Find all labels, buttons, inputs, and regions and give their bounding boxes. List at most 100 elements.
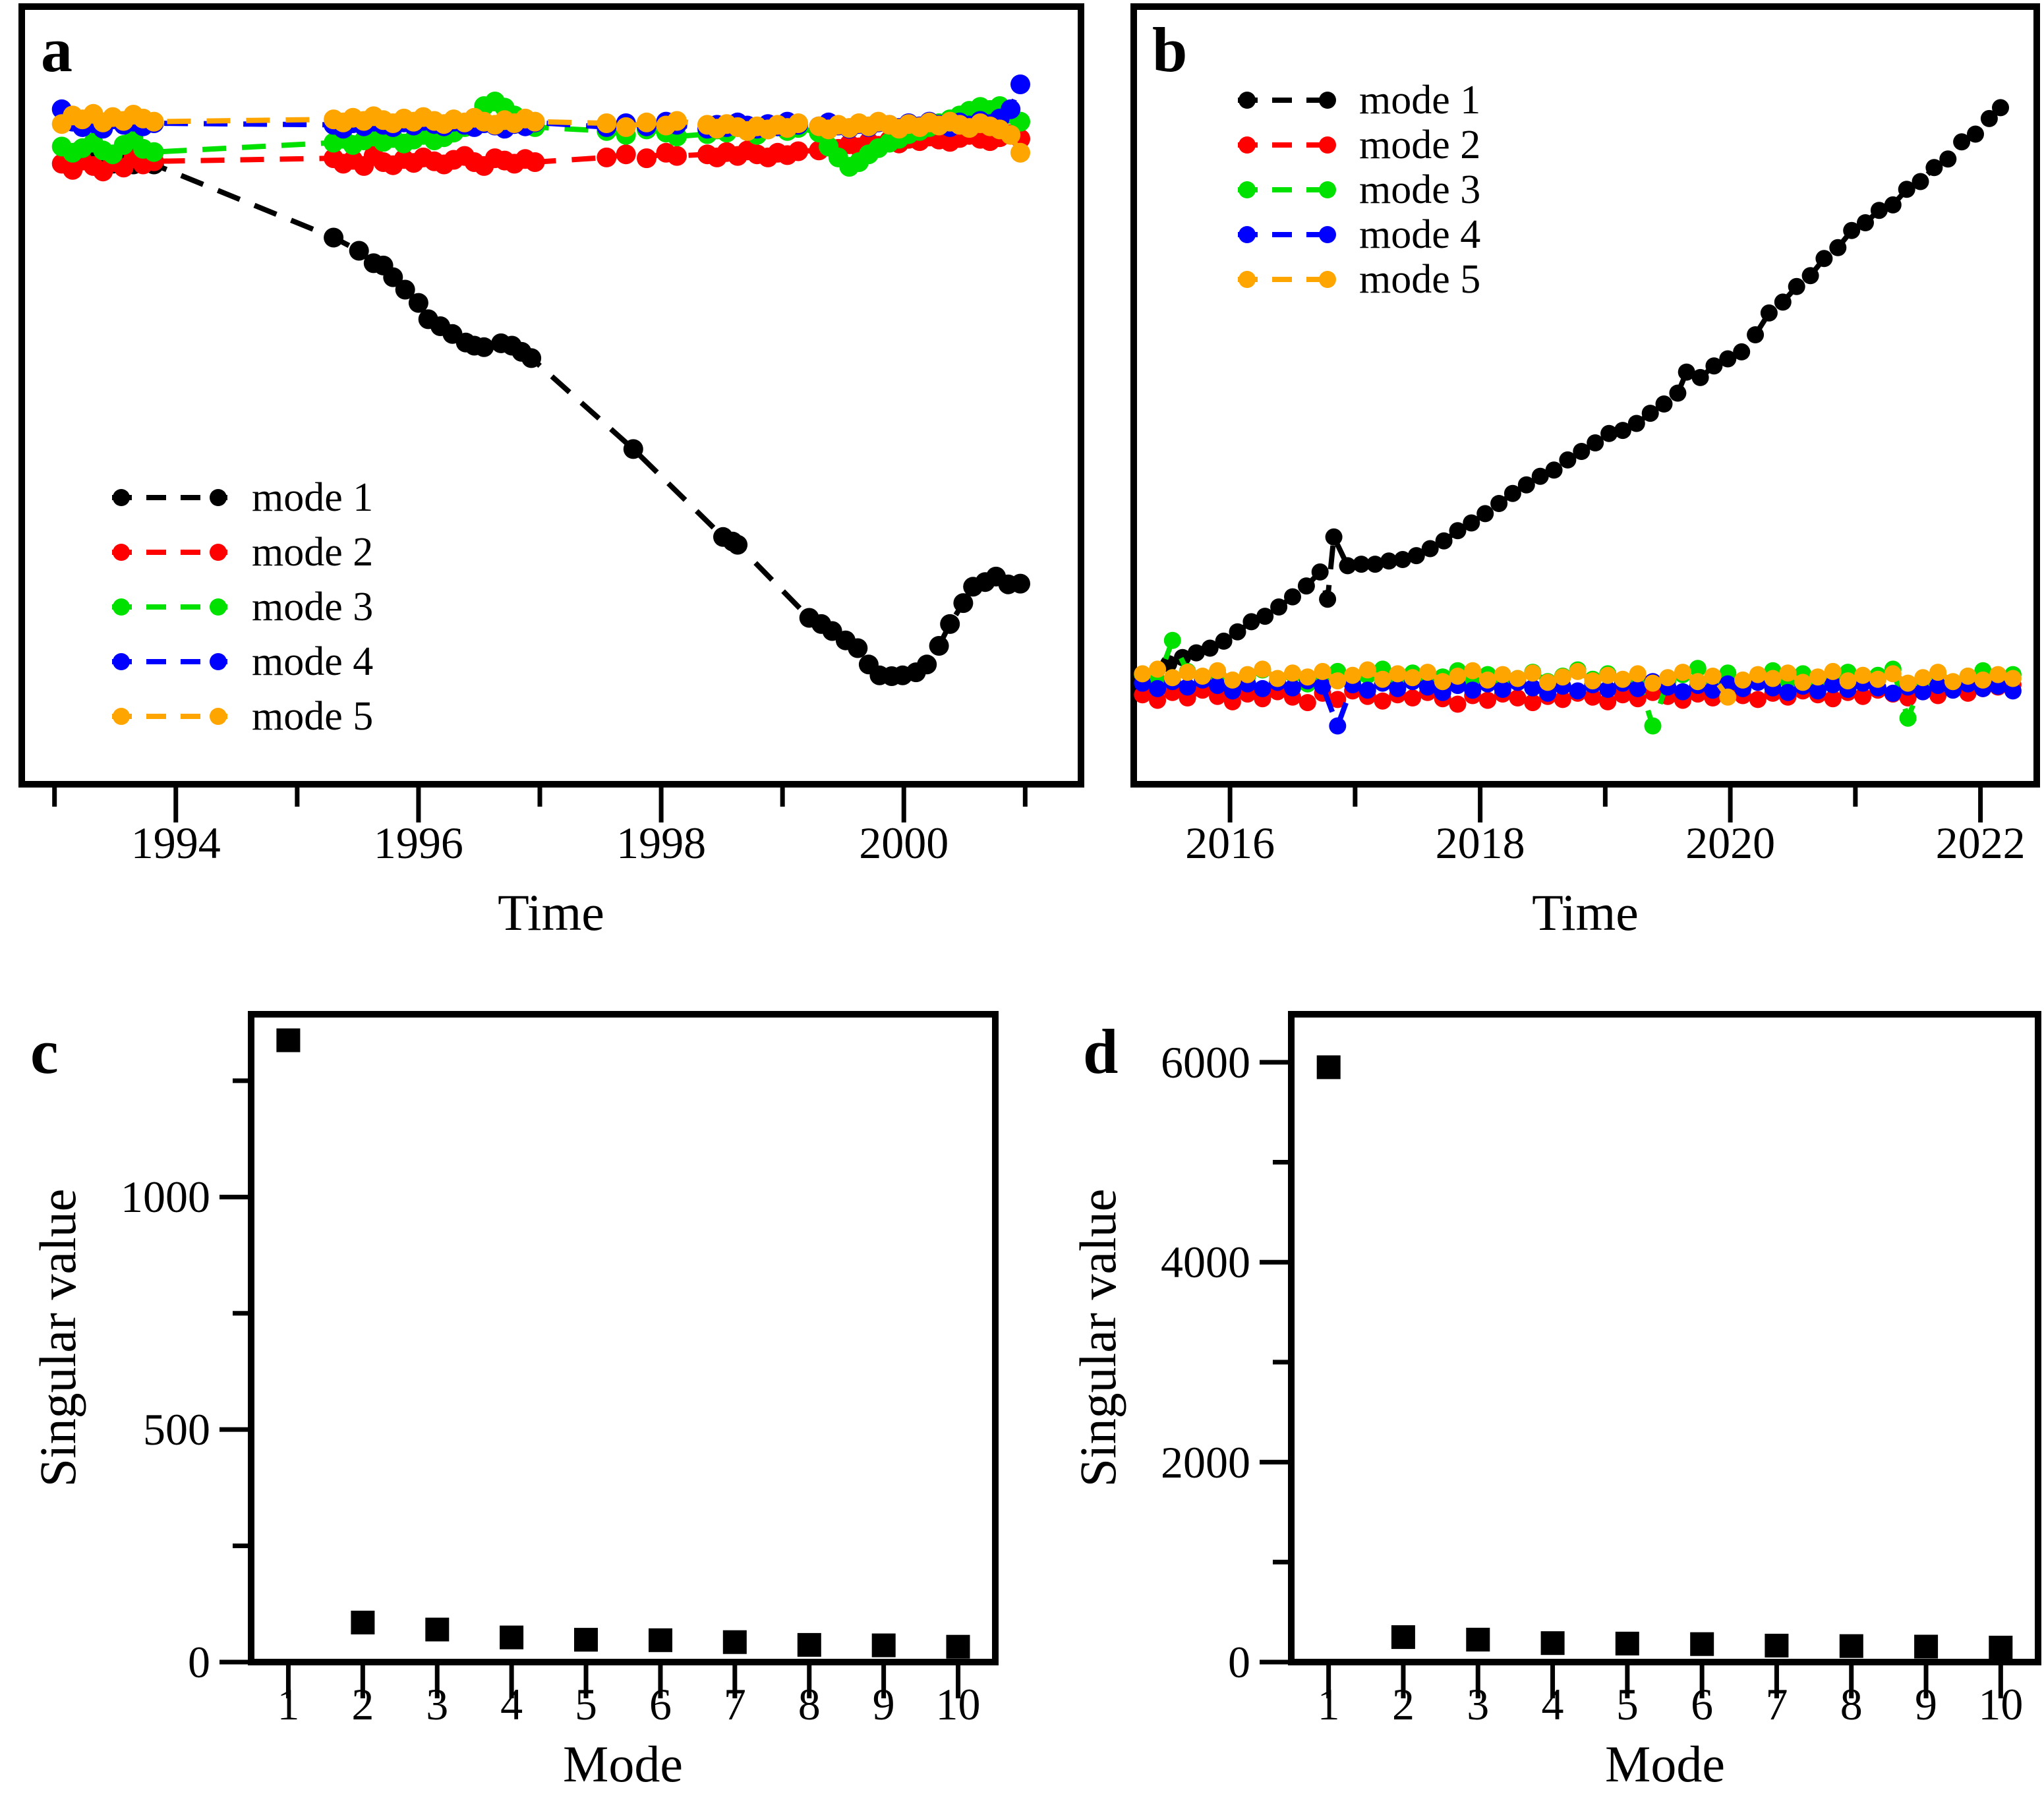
panel-a-point-mode5 (616, 117, 636, 137)
panel-b-point-mode4 (1494, 681, 1511, 698)
panel-b-point-mode3 (1644, 717, 1662, 735)
panel-c-xtick-label: 10 (935, 1679, 981, 1729)
panel-a-point-mode2 (637, 148, 657, 169)
panel-b-point-mode2 (1404, 689, 1422, 706)
panel-a-point-mode1 (521, 348, 542, 368)
panel-b-point-mode5 (1599, 666, 1617, 684)
panel-b-point-mode2 (1599, 693, 1617, 710)
panel-b-point-mode1 (1829, 239, 1847, 256)
panel-b-point-mode5 (1644, 674, 1662, 692)
panel-c-frame (248, 1011, 999, 1665)
panel-b-point-mode4 (1254, 679, 1271, 697)
panel-b-point-mode1 (1733, 343, 1751, 360)
panel-a-legend-dot (113, 708, 130, 725)
panel-a-point-mode1 (940, 614, 960, 634)
panel-b-point-mode1 (1719, 350, 1737, 368)
panel-a-point-mode1 (408, 293, 428, 313)
panel-d-xtick-label: 8 (1840, 1679, 1863, 1729)
panel-b-point-mode5 (1509, 670, 1527, 687)
panel-b-point-mode5 (1779, 664, 1797, 682)
panel-b-point-mode5 (1389, 665, 1407, 683)
panel-c-xtick-label: 2 (351, 1679, 374, 1729)
panel-b-point-mode5 (1704, 668, 1722, 685)
panel-b-point-mode1 (1353, 556, 1370, 573)
panel-b-point-mode1 (1215, 632, 1233, 650)
panel-b-point-mode5 (1929, 664, 1947, 681)
panel-b-letter: b (1152, 14, 1188, 85)
panel-b-legend-dot (1319, 226, 1336, 243)
panel-b-point-mode5 (1404, 669, 1422, 687)
panel-b-point-mode5 (1479, 671, 1496, 689)
panel-a-legend-label: mode 2 (252, 530, 374, 575)
panel-b-point-mode5 (1163, 669, 1181, 687)
panel-b-point-mode2 (1554, 691, 1571, 708)
panel-b-point-mode1 (1600, 424, 1618, 442)
panel-d-ytick-label: 2000 (1161, 1437, 1250, 1487)
panel-d-square-mode10 (1989, 1636, 2013, 1659)
panel-a-point-mode1 (728, 534, 748, 555)
panel-b-point-mode2 (1749, 691, 1767, 708)
panel-a-point-mode5 (667, 111, 687, 131)
panel-b-point-mode1 (1284, 588, 1301, 606)
panel-a-legend-dot (113, 598, 130, 616)
panel-d-xaxis-label: Mode (1605, 1735, 1725, 1793)
panel-a-point-mode1 (383, 267, 403, 287)
panel-b-point-mode1 (1449, 522, 1467, 540)
panel-b-point-mode4 (1824, 676, 1842, 693)
panel-b-point-mode1 (1201, 639, 1219, 657)
panel-d-square-mode7 (1765, 1634, 1789, 1657)
panel-b-point-mode2 (1509, 689, 1527, 706)
panel-b-point-mode1 (1573, 443, 1591, 460)
panel-b-point-mode1 (1884, 196, 1902, 214)
panel-b-point-mode1 (1229, 623, 1246, 641)
panel-d-xtick-label: 10 (1978, 1679, 2024, 1729)
panel-a-legend-dot (113, 489, 130, 506)
panel-b-legend-dot (1239, 92, 1256, 109)
panel-b-point-mode5 (1569, 662, 1587, 680)
panel-c-square-mode1 (276, 1028, 301, 1052)
panel-b-point-mode1 (1627, 415, 1645, 432)
panel-b-xaxis-label: Time (1532, 884, 1639, 941)
panel-b-point-mode1 (1319, 590, 1337, 608)
panel-d-xtick-label: 4 (1541, 1679, 1564, 1729)
panel-b-point-mode5 (1209, 662, 1227, 679)
panel-b-point-mode2 (1449, 695, 1467, 713)
panel-c-xtick-label: 4 (500, 1679, 523, 1729)
panel-b-point-mode3 (1899, 709, 1917, 727)
panel-b-point-mode1 (1435, 532, 1453, 550)
panel-d-square-mode3 (1466, 1627, 1490, 1652)
panel-a-legend-dot (210, 708, 227, 725)
panel-b-point-mode1 (1992, 99, 2009, 117)
panel-a-series-line-mode1 (78, 148, 1021, 679)
panel-a-point-mode2 (667, 146, 687, 166)
panel-a-point-mode5 (1010, 142, 1030, 163)
panel-b-point-mode5 (1464, 662, 1482, 679)
panel-a-point-mode1 (1010, 573, 1030, 594)
panel-b-point-mode4 (1149, 679, 1167, 697)
panel-b-point-mode1 (1655, 395, 1673, 413)
panel-b-point-mode5 (1374, 670, 1391, 688)
panel-c-square-mode3 (425, 1617, 450, 1642)
panel-b-point-mode1 (1678, 363, 1695, 381)
panel-a-legend-label: mode 3 (252, 585, 374, 629)
panel-b-point-mode2 (1329, 691, 1347, 708)
panel-d-ytick-label: 6000 (1161, 1037, 1250, 1087)
panel-b-point-mode4 (1674, 683, 1691, 701)
panel-a-point-mode5 (1001, 125, 1021, 145)
panel-b-point-mode5 (1944, 673, 1962, 691)
panel-b-legend-dot (1239, 136, 1256, 154)
panel-a-legend-dot (210, 598, 227, 616)
panel-b-point-mode1 (1843, 221, 1861, 239)
panel-b-point-mode5 (1719, 688, 1737, 706)
panel-b-point-mode1 (1517, 476, 1535, 494)
panel-a-point-mode4 (1010, 74, 1030, 94)
panel-b-point-mode5 (1254, 660, 1271, 678)
panel-b-point-mode4 (1524, 679, 1542, 697)
panel-b-point-mode2 (1854, 687, 1872, 705)
panel-c-square-mode4 (500, 1625, 524, 1650)
panel-d-xtick-label: 9 (1915, 1679, 1938, 1729)
panel-b-point-mode1 (1297, 577, 1315, 595)
panel-d-square-mode6 (1690, 1632, 1714, 1656)
panel-c-ytick-label: 0 (188, 1637, 210, 1687)
panel-b-point-mode4 (1884, 684, 1902, 702)
